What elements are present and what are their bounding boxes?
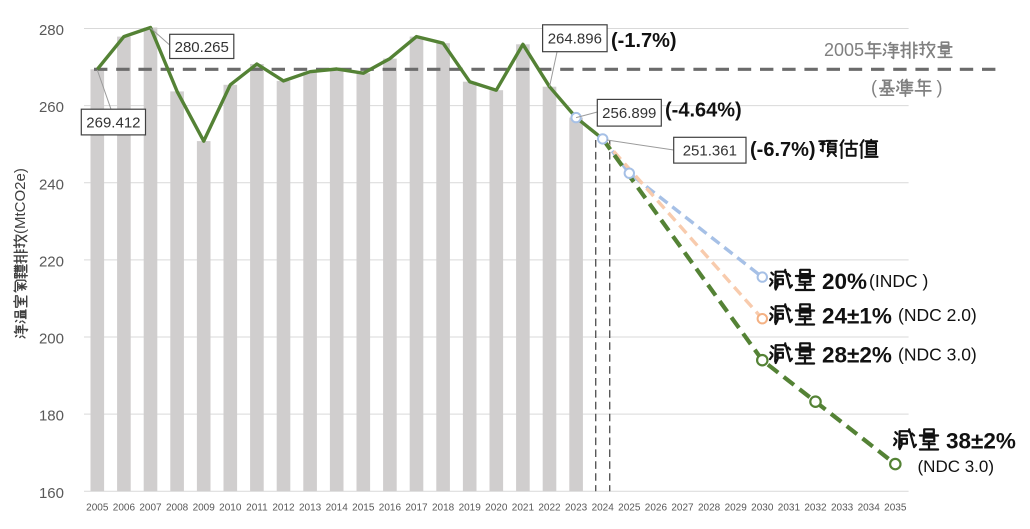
svg-text:2025: 2025 (618, 503, 641, 514)
svg-text:240: 240 (39, 176, 64, 193)
svg-text:38±2%: 38±2% (946, 429, 1016, 454)
svg-text:24±1%: 24±1% (822, 304, 892, 329)
svg-text:(NDC 3.0): (NDC 3.0) (898, 345, 977, 365)
svg-text:160: 160 (39, 485, 64, 502)
svg-text:28±2%: 28±2% (822, 343, 892, 368)
svg-text:2029: 2029 (725, 503, 748, 514)
svg-text:2028: 2028 (698, 503, 721, 514)
svg-text:2013: 2013 (299, 503, 322, 514)
svg-text:2014: 2014 (326, 503, 349, 514)
svg-text:280.265: 280.265 (175, 39, 229, 56)
svg-text:2033: 2033 (831, 503, 854, 514)
svg-text:256.899: 256.899 (602, 105, 656, 122)
svg-text:2006: 2006 (113, 503, 136, 514)
svg-text:(-1.7%): (-1.7%) (611, 30, 677, 52)
svg-text:2005: 2005 (824, 40, 864, 60)
svg-text:2032: 2032 (804, 503, 827, 514)
svg-text:(-4.64%): (-4.64%) (665, 100, 742, 122)
svg-text:269.412: 269.412 (86, 114, 140, 131)
svg-text:2023: 2023 (565, 503, 588, 514)
svg-text:): ) (937, 78, 943, 98)
svg-text:2027: 2027 (671, 503, 694, 514)
svg-text:2018: 2018 (432, 503, 455, 514)
svg-text:260: 260 (39, 99, 64, 116)
svg-text:2031: 2031 (778, 503, 801, 514)
svg-text:2035: 2035 (884, 503, 907, 514)
svg-text:2015: 2015 (352, 503, 375, 514)
svg-text:2010: 2010 (219, 503, 242, 514)
svg-text:2005: 2005 (86, 503, 109, 514)
svg-text:(INDC ): (INDC ) (869, 271, 928, 291)
svg-text:2021: 2021 (512, 503, 535, 514)
svg-text:2009: 2009 (193, 503, 216, 514)
svg-text:(: ( (871, 78, 877, 98)
svg-text:2019: 2019 (459, 503, 482, 514)
svg-text:(NDC 2.0): (NDC 2.0) (898, 305, 977, 325)
svg-text:200: 200 (39, 331, 64, 348)
svg-text:2020: 2020 (485, 503, 508, 514)
svg-text:280: 280 (39, 22, 64, 39)
svg-text:220: 220 (39, 254, 64, 271)
svg-text:2016: 2016 (379, 503, 402, 514)
svg-text:2024: 2024 (592, 503, 615, 514)
svg-text:251.361: 251.361 (683, 143, 737, 160)
svg-text:(NDC 3.0): (NDC 3.0) (918, 457, 995, 476)
svg-text:2011: 2011 (246, 503, 268, 514)
svg-text:2022: 2022 (538, 503, 561, 514)
svg-text:2012: 2012 (272, 503, 295, 514)
svg-text:2030: 2030 (751, 503, 774, 514)
svg-text:(MtCO2e): (MtCO2e) (12, 168, 29, 234)
svg-text:2007: 2007 (139, 503, 162, 514)
svg-text:264.896: 264.896 (548, 31, 602, 48)
svg-text:(-6.7%): (-6.7%) (750, 139, 816, 161)
svg-text:2017: 2017 (405, 503, 428, 514)
svg-text:20%: 20% (822, 269, 867, 294)
svg-text:2008: 2008 (166, 503, 189, 514)
svg-text:2034: 2034 (858, 503, 881, 514)
svg-text:180: 180 (39, 408, 64, 425)
svg-text:2026: 2026 (645, 503, 668, 514)
